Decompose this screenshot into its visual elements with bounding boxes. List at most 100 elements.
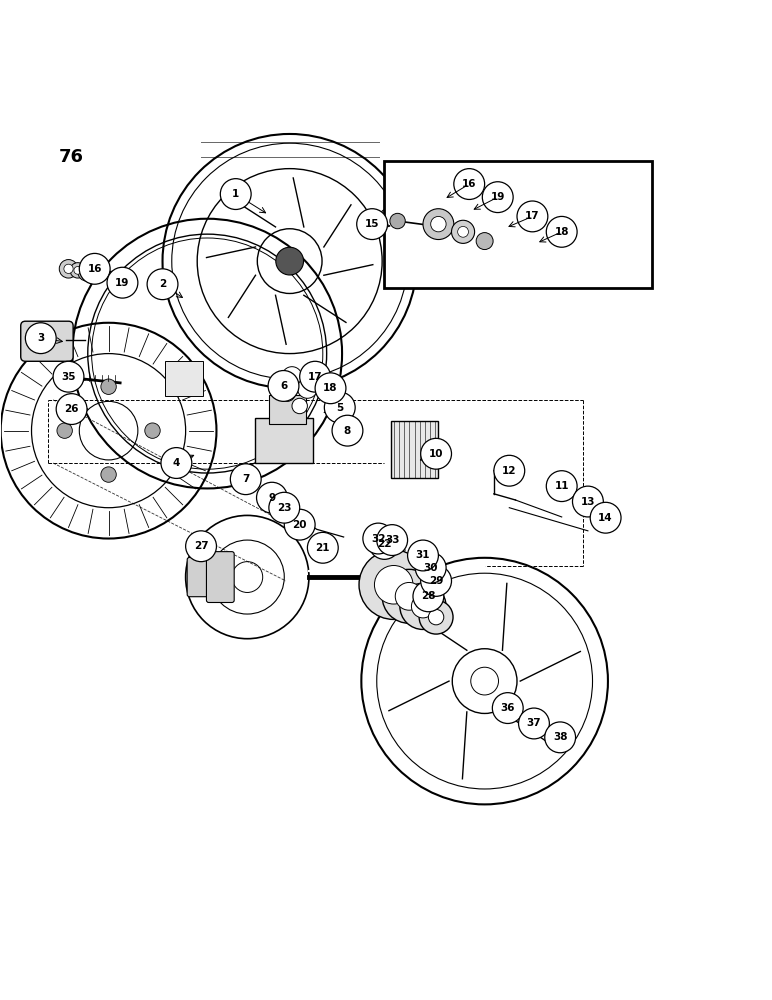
Text: 7: 7 <box>242 474 249 484</box>
Circle shape <box>413 581 444 612</box>
Text: 18: 18 <box>323 383 338 393</box>
Circle shape <box>97 271 104 278</box>
Circle shape <box>53 361 84 392</box>
Circle shape <box>161 448 191 478</box>
Circle shape <box>315 373 346 404</box>
Circle shape <box>428 609 444 625</box>
Circle shape <box>307 532 338 563</box>
Circle shape <box>431 216 446 232</box>
Circle shape <box>292 398 307 414</box>
Circle shape <box>282 367 302 387</box>
Circle shape <box>382 569 436 623</box>
Circle shape <box>145 423 161 438</box>
Circle shape <box>395 582 423 610</box>
Circle shape <box>493 693 523 723</box>
Circle shape <box>374 566 413 604</box>
Circle shape <box>369 529 400 559</box>
FancyBboxPatch shape <box>391 421 438 478</box>
Text: 13: 13 <box>581 497 595 507</box>
Text: 38: 38 <box>553 732 567 742</box>
Circle shape <box>80 253 110 284</box>
Circle shape <box>300 361 330 392</box>
Circle shape <box>547 471 577 502</box>
FancyBboxPatch shape <box>187 557 222 597</box>
Circle shape <box>379 208 401 230</box>
Circle shape <box>419 600 453 634</box>
Circle shape <box>421 566 452 596</box>
Text: 16: 16 <box>462 179 476 189</box>
FancyBboxPatch shape <box>269 395 306 424</box>
Text: 11: 11 <box>554 481 569 491</box>
Circle shape <box>476 233 493 250</box>
Circle shape <box>25 323 56 354</box>
Circle shape <box>83 267 92 277</box>
Circle shape <box>324 392 355 423</box>
Circle shape <box>359 550 428 619</box>
Circle shape <box>64 264 73 273</box>
Circle shape <box>363 523 394 554</box>
Circle shape <box>390 213 405 229</box>
Circle shape <box>78 263 96 281</box>
Text: 30: 30 <box>424 563 438 573</box>
Text: 9: 9 <box>269 493 276 503</box>
Circle shape <box>256 482 287 513</box>
FancyBboxPatch shape <box>255 418 313 463</box>
Text: 21: 21 <box>316 543 330 553</box>
Text: 32: 32 <box>371 534 385 544</box>
Text: 14: 14 <box>598 513 613 523</box>
Circle shape <box>70 263 86 278</box>
Circle shape <box>573 486 603 517</box>
Circle shape <box>230 464 261 495</box>
Text: 6: 6 <box>280 381 287 391</box>
Circle shape <box>57 423 73 438</box>
Text: 19: 19 <box>115 278 130 288</box>
Circle shape <box>415 552 446 583</box>
Circle shape <box>163 134 417 388</box>
Circle shape <box>519 708 550 739</box>
Text: 17: 17 <box>525 211 540 221</box>
Circle shape <box>454 169 485 199</box>
FancyBboxPatch shape <box>21 321 73 361</box>
Circle shape <box>357 209 388 240</box>
Circle shape <box>74 267 82 274</box>
Text: 12: 12 <box>502 466 516 476</box>
Circle shape <box>482 182 513 213</box>
Text: 18: 18 <box>554 227 569 237</box>
Circle shape <box>517 201 548 232</box>
Text: 1: 1 <box>232 189 239 199</box>
Circle shape <box>297 378 317 398</box>
Circle shape <box>332 415 363 446</box>
Circle shape <box>220 179 251 209</box>
Circle shape <box>377 525 408 555</box>
Circle shape <box>494 455 525 486</box>
Text: 15: 15 <box>365 219 379 229</box>
Circle shape <box>147 269 178 300</box>
Text: 23: 23 <box>277 503 292 513</box>
Circle shape <box>458 226 469 237</box>
Text: 10: 10 <box>428 449 443 459</box>
Text: 31: 31 <box>416 550 430 560</box>
Circle shape <box>375 537 394 555</box>
Circle shape <box>421 438 452 469</box>
FancyBboxPatch shape <box>165 361 203 396</box>
Circle shape <box>591 502 621 533</box>
Text: 36: 36 <box>500 703 515 713</box>
Text: 19: 19 <box>490 192 505 202</box>
Circle shape <box>94 267 108 281</box>
Circle shape <box>452 220 475 243</box>
Circle shape <box>56 394 87 424</box>
Circle shape <box>101 467 117 482</box>
Circle shape <box>268 371 299 401</box>
Circle shape <box>279 386 295 401</box>
Text: 4: 4 <box>173 458 180 468</box>
Text: 16: 16 <box>87 264 102 274</box>
Text: 2: 2 <box>159 279 166 289</box>
Text: 20: 20 <box>293 520 307 530</box>
Text: 37: 37 <box>527 718 541 728</box>
Text: 27: 27 <box>194 541 208 551</box>
Circle shape <box>185 531 216 562</box>
Circle shape <box>411 595 435 618</box>
Circle shape <box>59 260 78 278</box>
Text: 17: 17 <box>308 372 323 382</box>
Circle shape <box>266 490 278 502</box>
